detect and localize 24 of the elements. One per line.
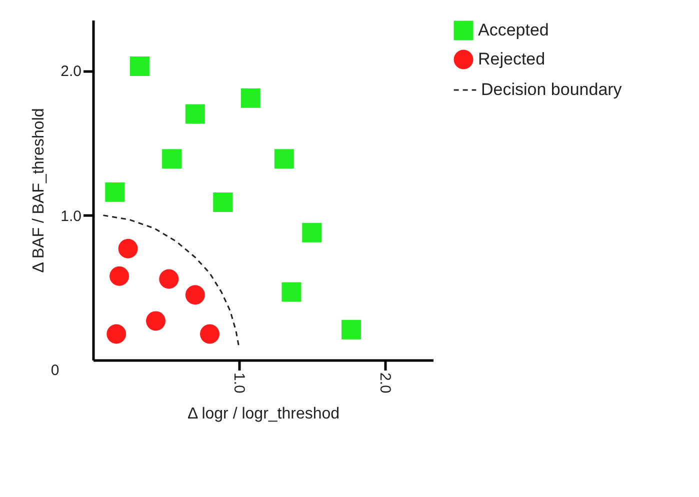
text: 0 (50, 362, 60, 379)
point (213, 192, 233, 212)
point (200, 324, 220, 344)
legend-label: Rejected (478, 50, 546, 68)
legend-label: Accepted (478, 20, 549, 40)
point (282, 282, 302, 302)
point (106, 324, 126, 344)
point (146, 311, 166, 331)
point (185, 285, 205, 305)
point (110, 266, 130, 286)
legend-label: Decision boundary (481, 80, 622, 99)
point (118, 238, 138, 258)
point (185, 104, 205, 124)
point (302, 222, 322, 242)
y-axis-title: Δ BAF / BAF_threshold (30, 108, 48, 273)
line-series (102, 214, 240, 348)
point (130, 56, 150, 76)
point (162, 149, 182, 169)
point (274, 149, 294, 169)
x-axis-title: Δ logr / logr_threshod (187, 405, 340, 422)
point (159, 269, 179, 289)
point (105, 182, 125, 202)
point (240, 88, 260, 108)
point (342, 320, 362, 340)
